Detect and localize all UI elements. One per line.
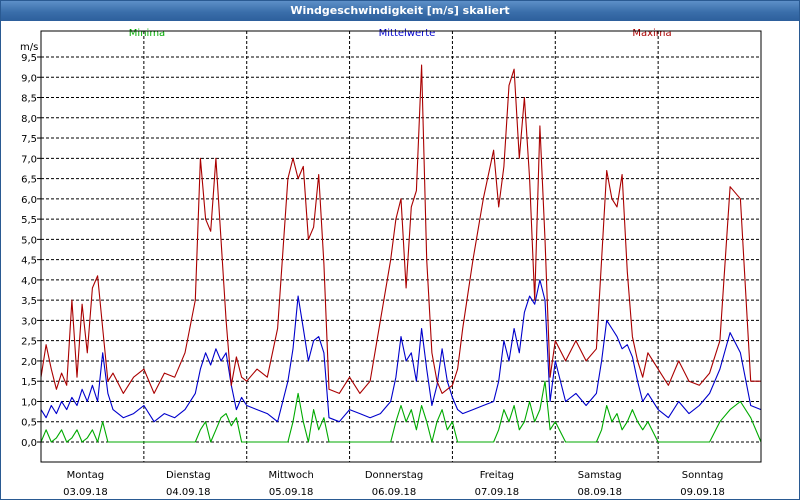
y-tick-label: 9,5 [21,53,37,64]
y-tick-label: 7,0 [21,154,37,165]
y-tick-label: 5,0 [21,235,37,246]
y-tick-label: 0,5 [21,418,37,429]
x-day-name: Donnerstag [365,470,423,481]
y-tick-label: 4,0 [21,276,37,287]
y-tick-label: 6,0 [21,195,37,206]
x-day-date: 04.09.18 [166,487,211,498]
series-line-mittelwerte [40,279,762,423]
x-day-name: Samstag [578,470,622,481]
y-tick-label: 8,0 [21,114,37,125]
y-axis-ticks: 0,0 0,5 1,0 1,5 2,0 2,5 3,0 3,5 4,0 4,5 5,0 5,5 6,0 6… [21,53,41,449]
x-day-name: Montag [67,470,104,481]
plot-frame [40,30,762,463]
x-day-date: 06.09.18 [372,487,417,498]
legend: Minima Mittelwerte Maxima [129,28,672,39]
y-tick-label: 1,0 [21,397,37,408]
y-tick-label: 1,5 [21,377,37,388]
x-day-name: Freitag [480,470,514,481]
legend-minima: Minima [129,28,165,39]
x-day-date: 03.09.18 [63,487,108,498]
x-day-name: Mittwoch [268,470,313,481]
x-day-date: 05.09.18 [269,487,314,498]
series-line-minima [40,380,762,443]
legend-mittelwerte: Mittelwerte [379,28,436,39]
y-tick-label: 9,0 [21,73,37,84]
x-day-date: 08.09.18 [577,487,622,498]
legend-maxima: Maxima [632,28,671,39]
x-day-name: Sonntag [682,470,724,481]
y-tick-label: 2,0 [21,357,37,368]
y-tick-label: 3,5 [21,296,37,307]
y-tick-label: 7,5 [21,134,37,145]
x-day-date: 07.09.18 [475,487,520,498]
y-tick-label: 8,5 [21,94,37,105]
grid-lines [41,31,761,462]
x-day-name: Dienstag [166,470,211,481]
x-axis-day-labels: Montag 03.09.18 Dienstag 04.09.18 Mittwoch 05… [63,470,725,498]
wind-speed-chart: Minima Mittelwerte Maxima m/s 0,0 0,5 1,0 1… [20,28,762,498]
y-tick-label: 4,5 [21,256,37,267]
y-tick-label: 5,5 [21,215,37,226]
series-lines [40,64,762,443]
x-day-date: 09.09.18 [680,487,725,498]
y-axis-label: m/s [20,42,38,53]
window-title: Windgeschwindigkeit [m/s] skaliert [1,1,799,21]
y-tick-label: 0,0 [21,438,37,449]
y-tick-label: 2,5 [21,337,37,348]
y-tick-label: 3,0 [21,316,37,327]
series-line-maxima [40,64,761,394]
y-tick-label: 6,5 [21,175,37,186]
